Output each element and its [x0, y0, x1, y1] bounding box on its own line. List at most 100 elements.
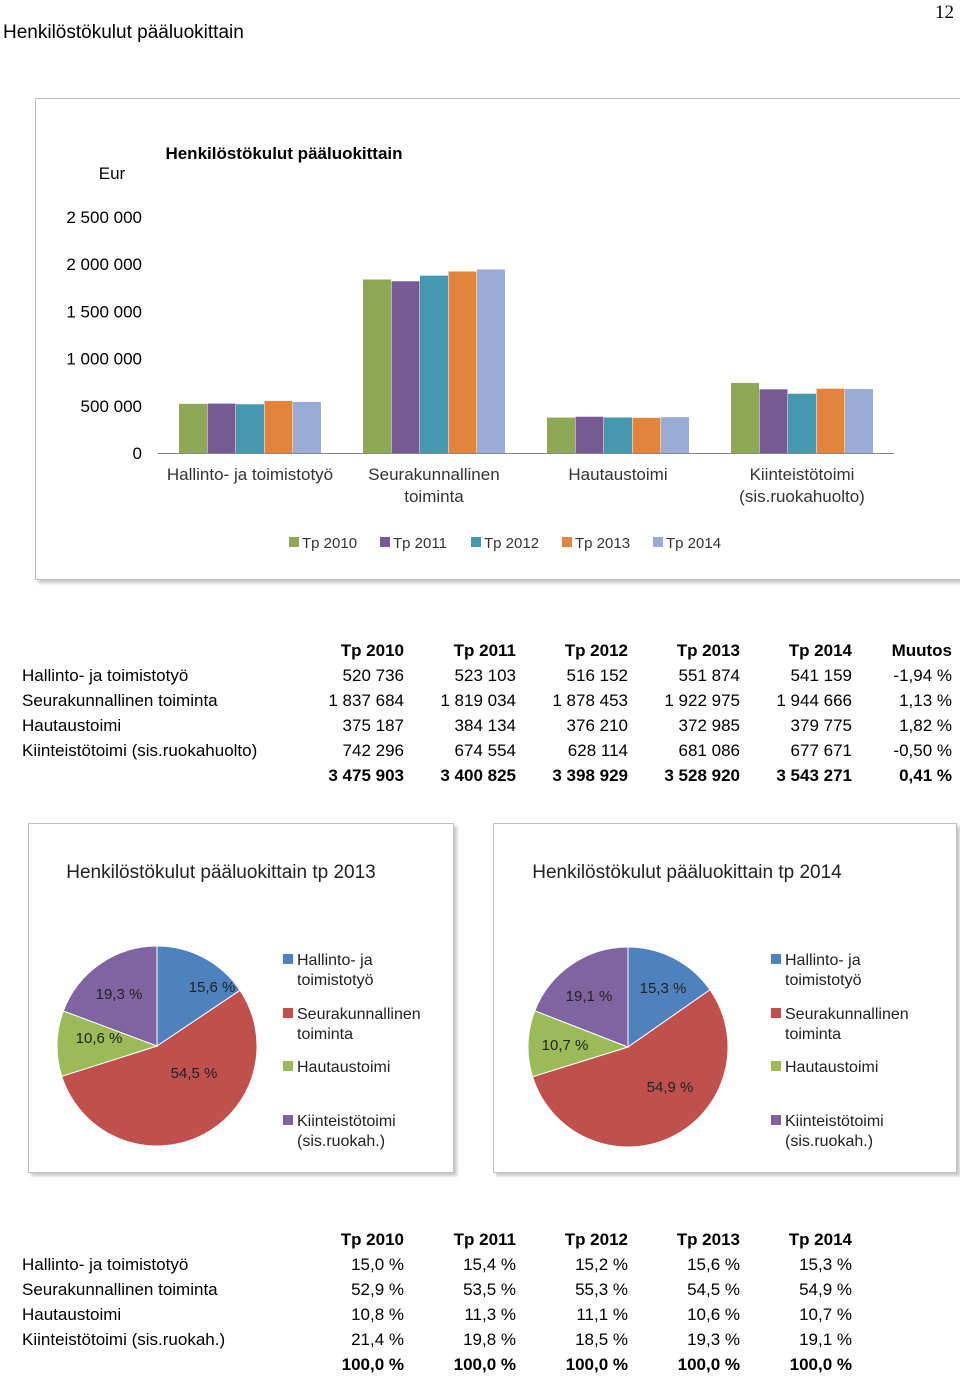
table-cell: 100,0 %: [789, 1355, 852, 1374]
table-cell: 15,0 %: [351, 1255, 404, 1274]
bar-tp-2013: [632, 417, 661, 453]
table-cell: 3 400 825: [440, 766, 516, 785]
x-category-label: Seurakunnallinen: [368, 465, 499, 484]
legend-label: Tp 2011: [393, 535, 447, 552]
table-cell: 15,3 %: [799, 1255, 852, 1274]
pie-value-label: 15,6 %: [189, 979, 236, 996]
legend-swatch: [771, 1061, 781, 1071]
table-cell: 1 878 453: [552, 691, 628, 710]
legend-swatch: [771, 954, 781, 964]
table-cell: 3 528 920: [664, 766, 740, 785]
table-cell: 1,82 %: [899, 716, 952, 735]
table-row: Seurakunnallinen toiminta 52,9 % 53,5 % 55,…: [22, 1277, 852, 1302]
bar-tp-2013: [816, 388, 845, 453]
x-category-label: toiminta: [404, 487, 464, 506]
table-cell: 100,0 %: [453, 1355, 516, 1374]
legend-swatch: [380, 537, 390, 547]
pie-title: Henkilöstökulut pääluokittain tp 2013: [66, 862, 375, 883]
table-cell: 1 944 666: [776, 691, 852, 710]
legend-swatch: [283, 1115, 293, 1125]
table-cell: 1 837 684: [328, 691, 404, 710]
table-cell: 15,6 %: [687, 1255, 740, 1274]
table-row: Hautaustoimi 375 187 384 134 376 210 372 985…: [22, 713, 952, 738]
legend-swatch: [562, 537, 572, 547]
table-cell: 54,9 %: [799, 1280, 852, 1299]
table-cell: 677 671: [790, 741, 852, 760]
legend-swatch: [771, 1115, 781, 1125]
table-total-row: 3 475 903 3 400 825 3 398 929 3 528 920 3 54…: [22, 763, 952, 788]
legend-swatch: [771, 1008, 781, 1018]
pie-slice: [61, 989, 258, 1147]
table-cell: 19,3 %: [687, 1330, 740, 1349]
x-category-label: Hallinto- ja toimistotyö: [167, 465, 333, 484]
table-cell: 19,8 %: [463, 1330, 516, 1349]
bar-tp-2011: [391, 281, 420, 453]
table-cell: 54,5 %: [687, 1280, 740, 1299]
legend-swatch: [471, 537, 481, 547]
pie-value-label: 54,9 %: [647, 1079, 694, 1096]
pie-slice: [627, 946, 711, 1048]
legend-label: Hautaustoimi: [297, 1059, 390, 1076]
bar-tp-2010: [179, 403, 207, 453]
bar-tp-2010: [363, 279, 391, 453]
y-tick-label: 2 500 000: [66, 208, 142, 227]
y-tick-label: 0: [133, 444, 142, 463]
table-cell: -1,94 %: [893, 666, 952, 685]
bar-chart-frame: Henkilöstökulut pääluokittain Eur 0 500 000…: [35, 98, 960, 580]
legend-label: Seurakunnallinen: [297, 1006, 421, 1023]
bar-tp-2012: [236, 404, 264, 453]
bar-tp-2010: [547, 417, 575, 453]
legend-label: Tp 2014: [666, 535, 721, 552]
table-row: Hautaustoimi 10,8 % 11,3 % 11,1 % 10,6 % 10,7…: [22, 1302, 852, 1327]
table-header: Tp 2010: [340, 641, 404, 660]
table-cell: 19,1 %: [799, 1330, 852, 1349]
pie-value-label: 54,5 %: [171, 1065, 218, 1082]
bar-tp-2010: [731, 382, 759, 453]
legend-label: Tp 2013: [575, 535, 630, 552]
legend-label: Hallinto- ja: [785, 952, 861, 969]
pie-chart-2014: Henkilöstökulut pääluokittain tp 2014 15,…: [527, 862, 909, 1150]
table-cell: 681 086: [678, 741, 740, 760]
table-cell: 1,13 %: [899, 691, 952, 710]
row-label: [22, 763, 282, 788]
table-cell: 3 398 929: [552, 766, 628, 785]
bar-tp-2011: [575, 416, 604, 453]
row-label: Kiinteistötoimi (sis.ruokahuolto): [22, 741, 258, 760]
row-label: Hallinto- ja toimistotyö: [22, 1255, 189, 1274]
bar-tp-2014: [477, 269, 505, 453]
table-cell: 516 152: [566, 666, 628, 685]
pie-slice: [531, 989, 729, 1148]
legend-swatch: [653, 537, 663, 547]
table-cell: 100,0 %: [565, 1355, 628, 1374]
table-cell: 100,0 %: [677, 1355, 740, 1374]
pie-chart-2014-frame: Henkilöstökulut pääluokittain tp 2014 15,…: [493, 823, 957, 1173]
table-row: Kiinteistötoimi (sis.ruokahuolto) 742 296…: [22, 738, 952, 763]
table-cell: 0,41 %: [899, 766, 952, 785]
table-header: Muutos: [891, 641, 952, 660]
bar-tp-2012: [420, 275, 448, 453]
legend-label: (sis.ruokah.): [297, 1133, 385, 1150]
legend-swatch: [283, 1061, 293, 1071]
table-row: Seurakunnallinen toiminta 1 837 684 1 819 …: [22, 688, 952, 713]
legend-label: toiminta: [297, 1026, 353, 1043]
pie-slice: [62, 945, 158, 1047]
table-cell: 628 114: [567, 741, 628, 760]
table-total-row: 100,0 % 100,0 % 100,0 % 100,0 % 100,0 %: [22, 1352, 852, 1377]
table-row: Hallinto- ja toimistotyö 520 736 523 103 51…: [22, 663, 952, 688]
page-number: 12: [935, 2, 954, 23]
table-cell: 10,8 %: [351, 1305, 404, 1324]
row-label: Hautaustoimi: [22, 1305, 122, 1324]
legend-swatch: [289, 537, 299, 547]
pie-chart-2013: Henkilöstökulut pääluokittain tp 2013 15,…: [56, 862, 421, 1150]
pie-slice: [534, 946, 629, 1048]
table-cell: 11,3 %: [464, 1305, 516, 1324]
y-tick-label: 500 000: [81, 397, 142, 416]
bar-tp-2012: [788, 393, 816, 453]
legend-label: toiminta: [785, 1026, 841, 1043]
pie-chart-2013-frame: Henkilöstökulut pääluokittain tp 2013 15,…: [28, 823, 454, 1173]
table-header: Tp 2014: [788, 1230, 852, 1249]
y-tick-label: 1 500 000: [66, 302, 142, 321]
bar-tp-2011: [759, 389, 788, 453]
table-cell: 379 775: [790, 716, 852, 735]
pie-slice: [156, 945, 241, 1047]
